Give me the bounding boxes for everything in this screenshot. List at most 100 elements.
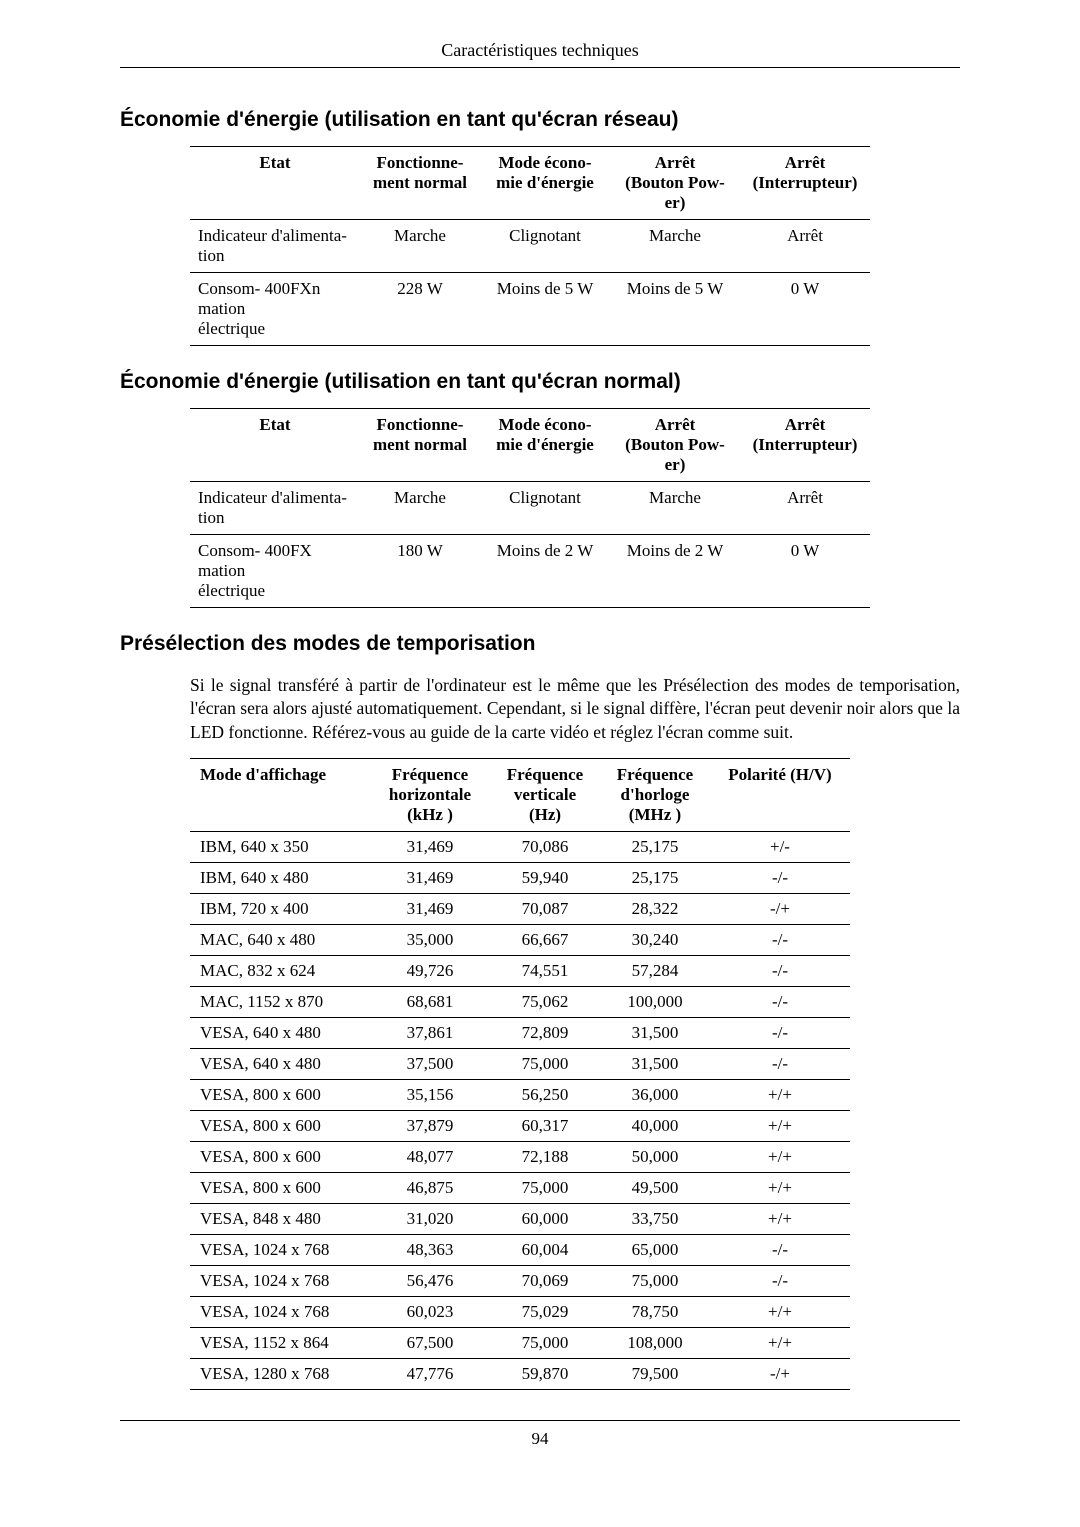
table-cell: 37,500	[370, 1049, 490, 1080]
table-cell: Consom- 400FXn mation électrique	[190, 273, 360, 346]
table-cell: VESA, 1024 x 768	[190, 1297, 370, 1328]
table-cell: 78,750	[600, 1297, 710, 1328]
table-cell: 75,000	[490, 1173, 600, 1204]
table-cell: 37,861	[370, 1018, 490, 1049]
table-cell: 72,809	[490, 1018, 600, 1049]
table-cell: 60,317	[490, 1111, 600, 1142]
column-header: Mode écono- mie d'énergie	[480, 147, 610, 220]
table-cell: 28,322	[600, 894, 710, 925]
table-cell: MAC, 1152 x 870	[190, 987, 370, 1018]
table-cell: VESA, 800 x 600	[190, 1173, 370, 1204]
table-cell: 35,156	[370, 1080, 490, 1111]
table-cell: 60,004	[490, 1235, 600, 1266]
column-header: Fréquence verticale (Hz)	[490, 759, 600, 832]
table-cell: 75,000	[490, 1049, 600, 1080]
table-cell: Indicateur d'alimenta- tion	[190, 220, 360, 273]
table-row: VESA, 800 x 60037,87960,31740,000+/+	[190, 1111, 850, 1142]
table-cell: 56,250	[490, 1080, 600, 1111]
section1-title: Économie d'énergie (utilisation en tant …	[120, 108, 960, 132]
table-cell: 36,000	[600, 1080, 710, 1111]
table-cell: +/+	[710, 1173, 850, 1204]
column-header: Fonctionne- ment normal	[360, 147, 480, 220]
page-header: Caractéristiques techniques	[120, 40, 960, 68]
table-cell: +/+	[710, 1297, 850, 1328]
table-cell: -/-	[710, 987, 850, 1018]
table-cell: 31,500	[600, 1049, 710, 1080]
table-cell: Marche	[610, 220, 740, 273]
table-cell: Moins de 2 W	[610, 535, 740, 608]
table-cell: Moins de 5 W	[610, 273, 740, 346]
table-cell: 31,469	[370, 832, 490, 863]
table-cell: MAC, 640 x 480	[190, 925, 370, 956]
table-cell: Marche	[610, 482, 740, 535]
table-cell: VESA, 1280 x 768	[190, 1359, 370, 1390]
table-row: MAC, 640 x 48035,00066,66730,240-/-	[190, 925, 850, 956]
table-cell: 70,069	[490, 1266, 600, 1297]
table-row: IBM, 640 x 35031,46970,08625,175+/-	[190, 832, 850, 863]
timing-modes-table: Mode d'affichageFréquence horizontale (k…	[190, 758, 850, 1390]
table-cell: 180 W	[360, 535, 480, 608]
table-cell: +/+	[710, 1111, 850, 1142]
table-cell: 100,000	[600, 987, 710, 1018]
table-cell: Consom- 400FX mation électrique	[190, 535, 360, 608]
table-row: MAC, 1152 x 87068,68175,062100,000-/-	[190, 987, 850, 1018]
table-cell: Marche	[360, 482, 480, 535]
table-row: VESA, 1024 x 76856,47670,06975,000-/-	[190, 1266, 850, 1297]
column-header: Etat	[190, 147, 360, 220]
table-cell: 74,551	[490, 956, 600, 987]
page-container: Caractéristiques techniques Économie d'é…	[0, 0, 1080, 1489]
table-cell: 59,940	[490, 863, 600, 894]
table-cell: 50,000	[600, 1142, 710, 1173]
table-cell: -/-	[710, 1018, 850, 1049]
table-cell: IBM, 640 x 350	[190, 832, 370, 863]
table-cell: 67,500	[370, 1328, 490, 1359]
table-cell: 25,175	[600, 863, 710, 894]
table-cell: IBM, 640 x 480	[190, 863, 370, 894]
table-cell: 228 W	[360, 273, 480, 346]
table-row: VESA, 800 x 60035,15656,25036,000+/+	[190, 1080, 850, 1111]
table-cell: 30,240	[600, 925, 710, 956]
column-header: Arrêt (Interrupteur)	[740, 147, 870, 220]
table-row: IBM, 640 x 48031,46959,94025,175-/-	[190, 863, 850, 894]
table-cell: 31,469	[370, 894, 490, 925]
table-row: VESA, 640 x 48037,86172,80931,500-/-	[190, 1018, 850, 1049]
table-cell: 57,284	[600, 956, 710, 987]
table-cell: 65,000	[600, 1235, 710, 1266]
energy-table-network: EtatFonctionne- ment normalMode écono- m…	[190, 146, 870, 346]
table-row: VESA, 1280 x 76847,77659,87079,500-/+	[190, 1359, 850, 1390]
table-cell: VESA, 1024 x 768	[190, 1266, 370, 1297]
table-cell: 49,726	[370, 956, 490, 987]
column-header: Arrêt (Bouton Pow- er)	[610, 147, 740, 220]
table-cell: -/-	[710, 1049, 850, 1080]
column-header: Fonctionne- ment normal	[360, 409, 480, 482]
table-cell: VESA, 640 x 480	[190, 1049, 370, 1080]
table-row: VESA, 1024 x 76860,02375,02978,750+/+	[190, 1297, 850, 1328]
table-cell: VESA, 800 x 600	[190, 1111, 370, 1142]
table-cell: 60,023	[370, 1297, 490, 1328]
table-cell: 75,062	[490, 987, 600, 1018]
table-cell: 72,188	[490, 1142, 600, 1173]
table-cell: +/-	[710, 832, 850, 863]
table-cell: 68,681	[370, 987, 490, 1018]
table-cell: 56,476	[370, 1266, 490, 1297]
energy-table-normal: EtatFonctionne- ment normalMode écono- m…	[190, 408, 870, 608]
table-cell: 60,000	[490, 1204, 600, 1235]
table-cell: -/-	[710, 956, 850, 987]
table-cell: 48,077	[370, 1142, 490, 1173]
column-header: Fréquence d'horloge (MHz )	[600, 759, 710, 832]
table-cell: VESA, 1024 x 768	[190, 1235, 370, 1266]
table-cell: 46,875	[370, 1173, 490, 1204]
table-cell: Arrêt	[740, 482, 870, 535]
table-row: Consom- 400FX mation électrique180 W Moin…	[190, 535, 870, 608]
column-header: Polarité (H/V)	[710, 759, 850, 832]
table-row: Indicateur d'alimenta- tion MarcheClignot…	[190, 220, 870, 273]
table-cell: 33,750	[600, 1204, 710, 1235]
table-cell: VESA, 848 x 480	[190, 1204, 370, 1235]
table-cell: 47,776	[370, 1359, 490, 1390]
table-cell: Clignotant	[480, 220, 610, 273]
table-cell: -/+	[710, 1359, 850, 1390]
table-row: VESA, 848 x 48031,02060,00033,750+/+	[190, 1204, 850, 1235]
table-cell: 37,879	[370, 1111, 490, 1142]
table-row: VESA, 640 x 48037,50075,00031,500-/-	[190, 1049, 850, 1080]
table-cell: 59,870	[490, 1359, 600, 1390]
